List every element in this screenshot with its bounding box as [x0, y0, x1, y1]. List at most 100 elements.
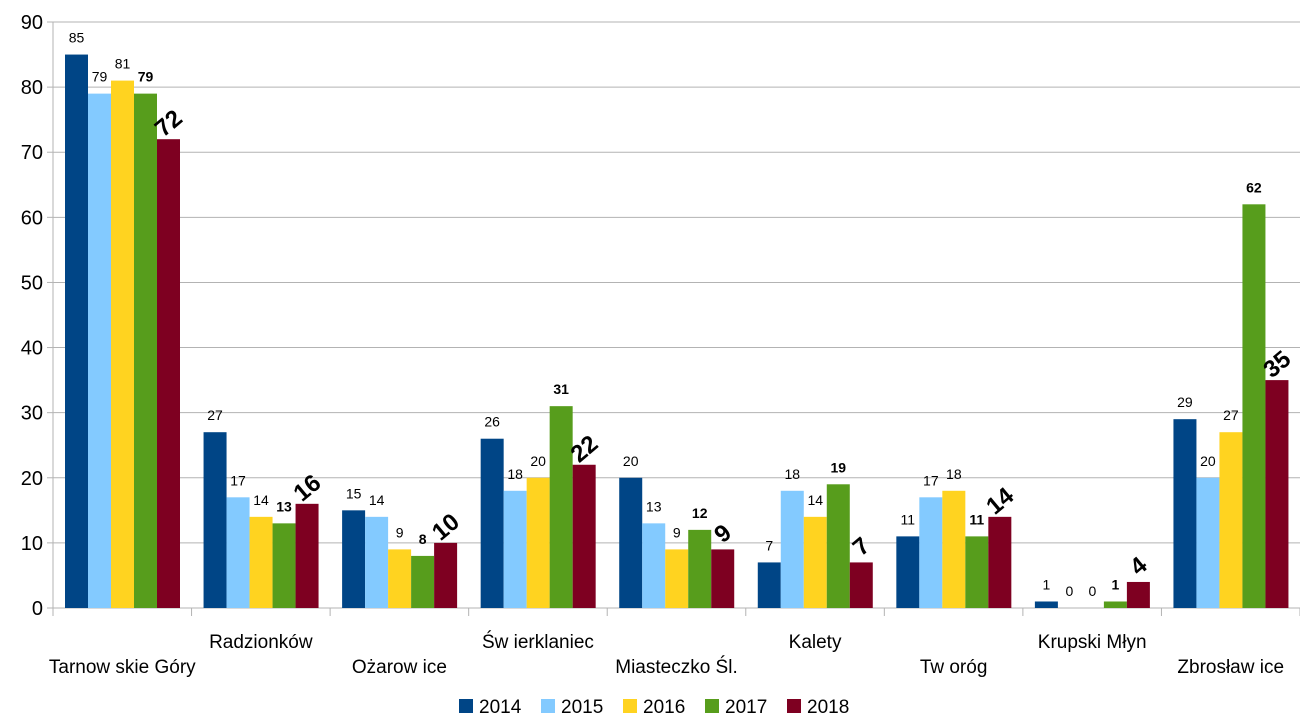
data-label: 1 — [1042, 576, 1050, 592]
legend-label: 2016 — [643, 697, 685, 718]
data-label: 20 — [1200, 453, 1216, 469]
data-label: 13 — [276, 498, 292, 514]
data-label: 14 — [253, 492, 269, 508]
bar — [619, 477, 643, 608]
bar — [988, 516, 1012, 608]
data-label: 81 — [115, 56, 131, 72]
bar — [757, 562, 781, 608]
data-label: 13 — [646, 498, 662, 514]
bar — [88, 93, 111, 609]
bar — [249, 516, 273, 608]
bar — [1126, 581, 1150, 608]
bar — [342, 510, 366, 608]
y-tick-label: 10 — [21, 533, 43, 555]
data-label: 14 — [981, 482, 1019, 520]
legend-label: 2014 — [479, 697, 522, 718]
data-label: 4 — [1125, 551, 1153, 581]
bar — [388, 549, 412, 608]
legend-label: 2015 — [561, 697, 603, 718]
data-label: 27 — [1223, 407, 1239, 423]
bar — [1196, 477, 1220, 608]
y-tick-label: 0 — [32, 598, 43, 620]
bar — [1219, 432, 1243, 608]
bar — [780, 490, 804, 608]
data-label: 11 — [901, 511, 916, 527]
data-label: 62 — [1246, 179, 1262, 195]
data-label: 79 — [92, 69, 108, 85]
data-label: 29 — [1177, 394, 1193, 410]
data-label: 0 — [1088, 583, 1096, 599]
data-label: 16 — [288, 469, 326, 507]
bar — [295, 503, 319, 608]
data-label: 11 — [969, 511, 984, 527]
bar — [1173, 419, 1197, 608]
legend-swatch — [787, 699, 801, 713]
legend: 2014 2015 2016 2017 2018 — [459, 697, 849, 718]
bar — [503, 490, 527, 608]
legend-swatch — [705, 699, 719, 713]
data-label: 20 — [530, 453, 546, 469]
y-tick-label: 50 — [21, 272, 43, 294]
bar — [665, 549, 689, 608]
bar — [134, 93, 157, 609]
data-label: 18 — [946, 466, 962, 482]
data-label: 18 — [507, 466, 523, 482]
data-label: 8 — [419, 531, 427, 547]
y-tick-label: 80 — [21, 77, 43, 99]
bar — [711, 549, 735, 608]
data-label: 0 — [1065, 583, 1073, 599]
bar — [1265, 380, 1289, 608]
y-tick-label: 30 — [21, 403, 43, 425]
legend-label: 2017 — [725, 697, 767, 718]
data-label: 17 — [923, 472, 939, 488]
category-label: Tarnow skie Góry — [49, 657, 196, 678]
y-axis-ticks: 0 10 20 30 40 50 60 70 80 90 — [21, 12, 54, 620]
bar — [1103, 601, 1127, 608]
bar — [642, 523, 666, 608]
bar — [157, 139, 180, 608]
bar — [919, 497, 943, 608]
legend-swatch — [541, 699, 555, 713]
category-label: Św ierklaniec — [482, 631, 594, 653]
data-label: 9 — [709, 519, 737, 548]
data-label: 18 — [784, 466, 800, 482]
category-label: Radzionków — [209, 632, 313, 653]
data-label: 9 — [396, 524, 404, 540]
bar — [896, 536, 920, 608]
bar — [526, 477, 550, 608]
bar — [942, 490, 966, 608]
y-tick-label: 90 — [21, 12, 43, 34]
data-label: 31 — [553, 381, 569, 397]
bar — [549, 406, 573, 608]
data-label: 20 — [623, 453, 639, 469]
category-label: Zbrosław ice — [1177, 657, 1284, 678]
bar — [272, 523, 296, 608]
data-label: 26 — [484, 414, 500, 430]
data-label: 7 — [848, 532, 876, 561]
category-label: Krupski Młyn — [1038, 632, 1147, 653]
category-label: Miasteczko Śl. — [615, 656, 737, 678]
bar — [365, 516, 389, 608]
bar — [411, 555, 435, 608]
data-label: 12 — [692, 505, 708, 521]
data-label: 14 — [807, 492, 823, 508]
data-label: 27 — [207, 407, 223, 423]
bar — [480, 438, 504, 608]
bar — [688, 529, 712, 608]
bar — [849, 562, 873, 608]
data-label: 79 — [138, 69, 154, 85]
data-label: 19 — [830, 459, 846, 475]
bars — [65, 54, 1289, 609]
data-label: 17 — [230, 472, 246, 488]
category-label: Tw oróg — [920, 657, 988, 678]
data-label: 14 — [369, 492, 385, 508]
legend-swatch — [459, 699, 473, 713]
data-label: 1 — [1111, 576, 1119, 592]
bar — [1034, 601, 1058, 608]
data-label: 85 — [69, 30, 85, 46]
bar — [965, 536, 989, 608]
legend-swatch — [623, 699, 637, 713]
bar — [434, 542, 458, 608]
category-label: Ożarow ice — [352, 657, 447, 678]
